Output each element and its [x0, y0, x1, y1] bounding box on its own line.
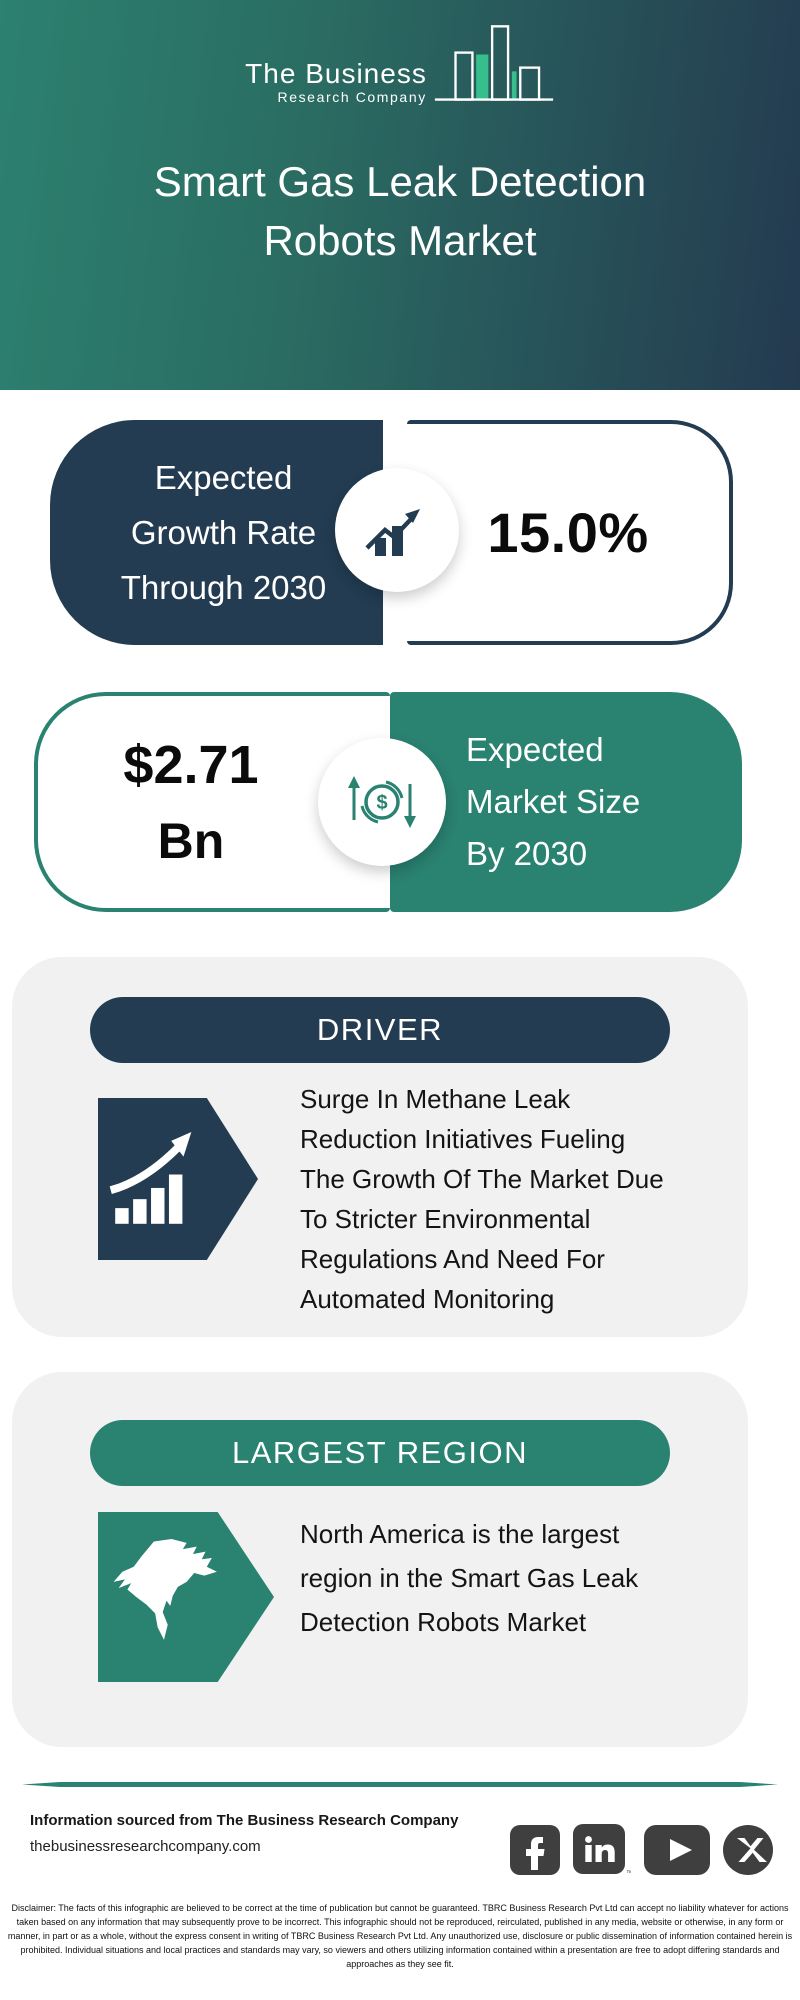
- svg-text:™: ™: [626, 1870, 631, 1876]
- company-logo-text: The Business Research Company: [245, 59, 427, 109]
- market-size-unit: Bn: [157, 813, 225, 869]
- social-links: ™: [510, 1824, 773, 1877]
- growth-rate-value: 15.0%: [487, 501, 649, 564]
- x-icon[interactable]: [723, 1825, 773, 1875]
- north-america-map-icon: [98, 1512, 274, 1682]
- source-line: Information sourced from The Business Re…: [30, 1812, 459, 1829]
- growth-rate-value-pill: 15.0%: [407, 420, 733, 645]
- money-exchange-icon: $: [318, 738, 446, 866]
- driver-text: Surge In Methane Leak Reduction Initiati…: [300, 1084, 664, 1314]
- website-url[interactable]: thebusinessresearchcompany.com: [30, 1838, 261, 1855]
- largest-region-section: LARGEST REGION North America is the larg…: [12, 1372, 748, 1747]
- bar-chart-arrow-icon: [98, 1098, 258, 1260]
- market-size-label-pill: Expected Market Size By 2030: [390, 692, 742, 912]
- growth-rate-label: Expected Growth Rate Through 2030: [120, 459, 327, 606]
- market-size-label: Expected Market Size By 2030: [466, 731, 641, 872]
- logo-line2: Research Company: [277, 89, 427, 105]
- logo-line1: The Business: [245, 58, 427, 89]
- largest-region-heading-pill: LARGEST REGION: [90, 1420, 670, 1486]
- disclaimer-text: Disclaimer: The facts of this infographi…: [7, 1903, 793, 1969]
- growth-chart-icon: [335, 468, 459, 592]
- header-banner: The Business Research Company Smart Gas …: [0, 0, 800, 390]
- facebook-icon[interactable]: [510, 1825, 560, 1875]
- driver-heading-pill: DRIVER: [90, 997, 670, 1063]
- svg-text:$: $: [376, 792, 387, 814]
- page-title: Smart Gas Leak Detection Robots Market: [153, 158, 647, 264]
- youtube-icon[interactable]: [644, 1825, 710, 1875]
- bar-chart-logo-icon: [433, 20, 555, 109]
- largest-region-heading: LARGEST REGION: [231, 1435, 529, 1470]
- company-logo: The Business Research Company: [0, 20, 800, 109]
- market-size-value: $2.71: [123, 735, 259, 795]
- largest-region-text: North America is the largest region in t…: [300, 1519, 639, 1637]
- driver-section: DRIVER Surge In Methane Leak Reduction I…: [12, 957, 748, 1337]
- teal-divider: [22, 1782, 778, 1787]
- growth-rate-label-pill: Expected Growth Rate Through 2030: [50, 420, 383, 645]
- linkedin-icon[interactable]: ™: [573, 1824, 633, 1877]
- driver-heading: DRIVER: [316, 1012, 444, 1047]
